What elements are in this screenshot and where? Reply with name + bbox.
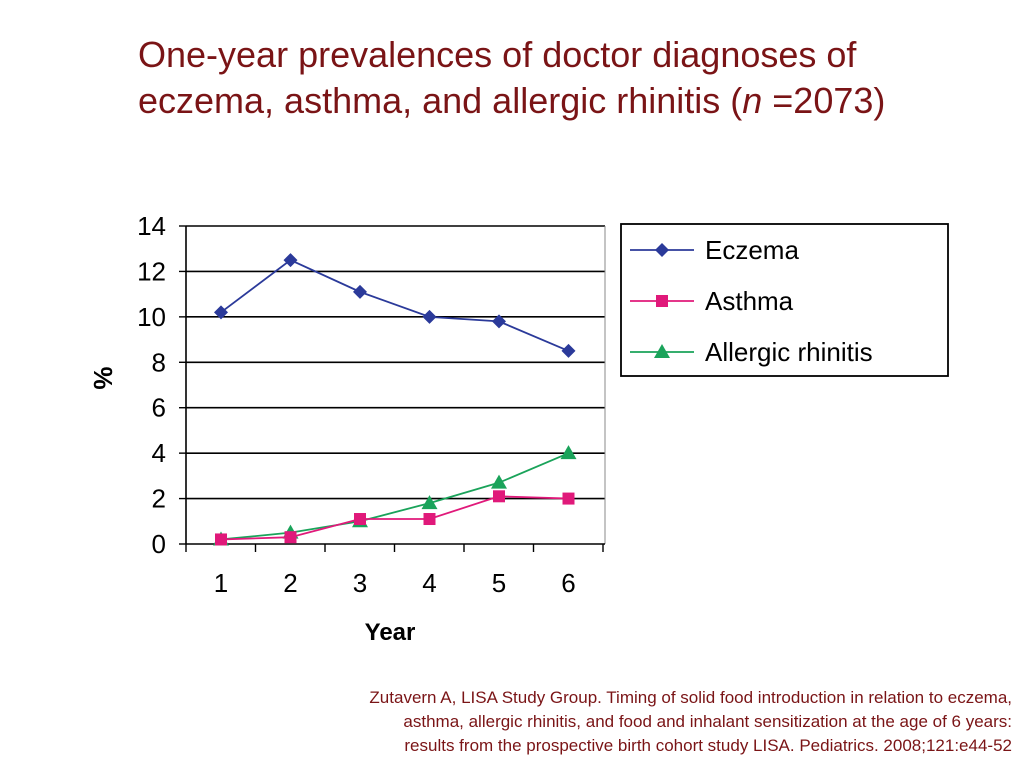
y-tick-label: 6 — [152, 393, 166, 423]
data-point-eczema — [492, 314, 506, 329]
legend-marker-eczema — [655, 243, 669, 257]
title-line-2: eczema, asthma, and allergic rhinitis (n… — [138, 78, 998, 124]
legend-label-asthma: Asthma — [705, 286, 794, 316]
legend-marker-allergic-rhinitis — [654, 344, 670, 358]
series-asthma — [215, 490, 575, 546]
slide-title: One-year prevalences of doctor diagnoses… — [138, 32, 998, 124]
x-tick-label: 6 — [561, 568, 575, 598]
series-line-allergic-rhinitis — [220, 452, 569, 541]
legend-marker-asthma — [656, 295, 668, 307]
data-point-asthma — [423, 513, 436, 526]
y-axis-title: % — [88, 366, 118, 389]
title-line-2-suffix: =2073) — [762, 80, 886, 121]
x-tick-label: 5 — [492, 568, 506, 598]
legend-label-eczema: Eczema — [705, 235, 799, 265]
series-line-asthma — [220, 495, 569, 541]
series-eczema — [214, 253, 576, 358]
y-tick-label: 14 — [137, 211, 166, 241]
data-point-eczema — [283, 253, 298, 268]
series-allergic-rhinitis — [213, 445, 577, 546]
data-point-eczema — [561, 343, 576, 358]
y-tick-label: 0 — [152, 529, 166, 559]
data-point-allergic-rhinitis — [560, 445, 577, 460]
legend-label-allergic-rhinitis: Allergic rhinitis — [705, 337, 873, 367]
series-line-eczema — [220, 259, 569, 352]
data-point-asthma — [562, 492, 575, 505]
title-line-1: One-year prevalences of doctor diagnoses… — [138, 34, 857, 75]
y-tick-label: 10 — [137, 302, 166, 332]
series-lines — [213, 253, 577, 546]
citation: Zutavern A, LISA Study Group. Timing of … — [132, 686, 1012, 758]
citation-line-2: asthma, allergic rhinitis, and food and … — [403, 712, 1012, 731]
y-tick-label: 2 — [152, 484, 166, 514]
title-line-2-prefix: eczema, asthma, and allergic rhinitis ( — [138, 80, 743, 121]
data-point-asthma — [215, 533, 227, 546]
x-tick-label: 3 — [353, 568, 367, 598]
data-point-asthma — [284, 531, 297, 544]
x-axis-title: Year — [365, 619, 416, 646]
x-tick-label: 4 — [422, 568, 436, 598]
y-tick-label: 4 — [152, 438, 166, 468]
data-point-asthma — [493, 490, 505, 503]
data-point-asthma — [354, 513, 366, 526]
citation-line-3: results from the prospective birth cohor… — [404, 736, 1012, 755]
y-tick-label: 12 — [137, 256, 166, 286]
data-point-eczema — [214, 305, 228, 320]
data-point-allergic-rhinitis — [421, 495, 438, 510]
chart-legend: Eczema Asthma Allergic rhinitis — [620, 223, 949, 377]
grid-lines — [186, 225, 606, 544]
data-point-eczema — [422, 309, 437, 324]
title-n-symbol: n — [742, 80, 763, 121]
y-tick-label: 8 — [152, 347, 166, 377]
x-tick-label: 2 — [283, 568, 297, 598]
citation-line-1: Zutavern A, LISA Study Group. Timing of … — [369, 688, 1012, 707]
data-point-eczema — [353, 284, 367, 299]
data-point-allergic-rhinitis — [491, 474, 507, 489]
x-tick-label: 1 — [214, 568, 228, 598]
